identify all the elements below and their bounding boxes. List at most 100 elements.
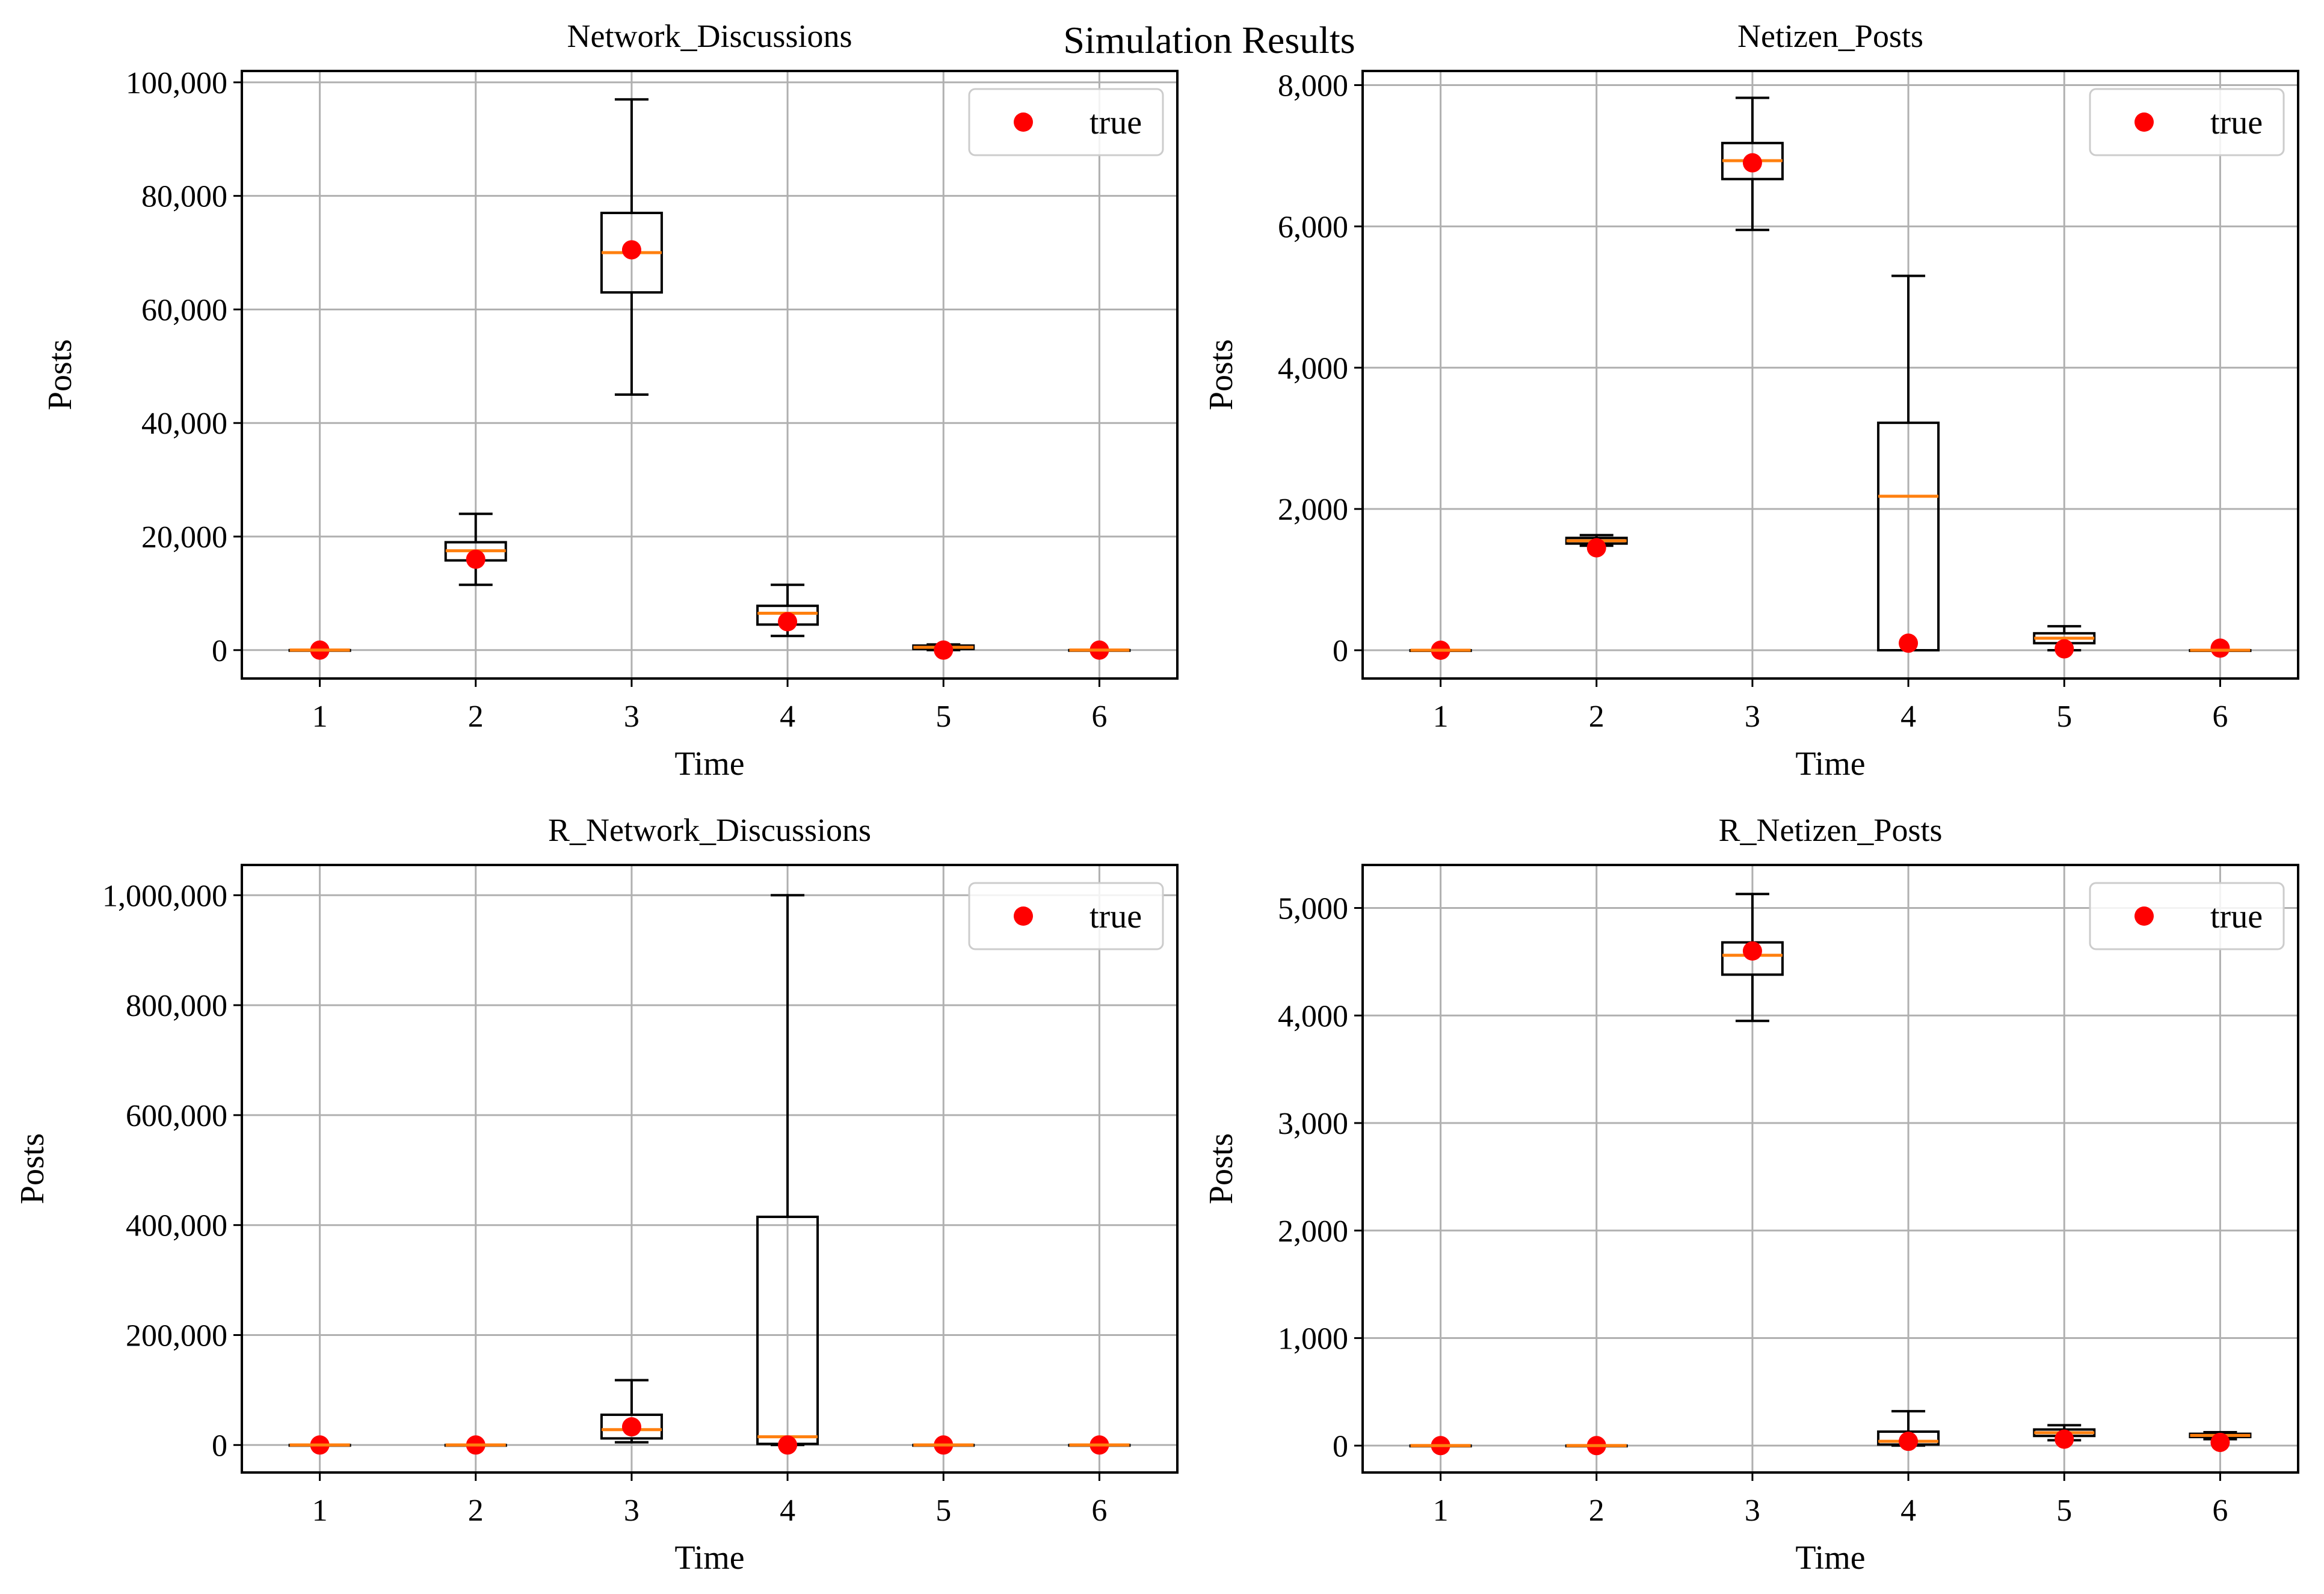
panel-title: Network_Discussions: [567, 18, 852, 54]
y-tick-label: 100,000: [126, 66, 227, 100]
x-tick-label: 4: [1900, 700, 1916, 734]
y-tick-label: 1,000: [1278, 1322, 1348, 1356]
y-axis-label: Posts: [1203, 1133, 1240, 1204]
legend-marker: [2134, 906, 2154, 926]
legend-box: [968, 882, 1164, 950]
x-tick-label: 2: [468, 1494, 484, 1528]
legend: true: [968, 88, 1164, 156]
panel-title: Netizen_Posts: [1737, 18, 1923, 54]
y-tick-label: 0: [212, 1429, 227, 1463]
panel-r-netizen-posts: 1 2 3 4 5 6 0 1,000 2,000 3,000 4,000 5,000 R_Netize…: [1203, 812, 2299, 1577]
box-3: [1721, 96, 1784, 232]
true-point: [2210, 638, 2230, 658]
x-axis-label: Time: [674, 745, 744, 783]
true-point: [1742, 941, 1762, 961]
y-tick-label: 20,000: [141, 520, 227, 555]
x-tick-label: 5: [935, 700, 951, 734]
legend-label: true: [2210, 898, 2263, 935]
x-tick-label: 1: [1433, 700, 1449, 734]
x-tick-label: 3: [624, 1494, 640, 1528]
x-tick-label: 3: [624, 700, 640, 734]
legend-box: [2089, 882, 2285, 950]
panel-r-network-discussions: 1 2 3 4 5 6 0 200,000 400,000 600,000 800,000 1,000…: [14, 812, 1179, 1577]
y-tick-label: 3,000: [1278, 1107, 1348, 1141]
y-tick-label: 600,000: [126, 1099, 227, 1133]
y-axis-label: Posts: [14, 1133, 51, 1204]
true-point: [778, 1435, 798, 1455]
x-tick-label: 6: [2212, 700, 2228, 734]
true-point: [2210, 1432, 2230, 1452]
x-axis-label: Time: [674, 1539, 744, 1577]
x-tick-label: 3: [1745, 1494, 1760, 1528]
legend: true: [2089, 88, 2285, 156]
legend-label: true: [1090, 898, 1142, 935]
panel-netizen-posts: 1 2 3 4 5 6 0 2,000 4,000 6,000 8,000 Netizen_Posts…: [1203, 18, 2299, 783]
legend-box: [2089, 88, 2285, 156]
axes-frame: [1361, 864, 2299, 1474]
true-point: [621, 1417, 641, 1437]
y-axis-label: Posts: [1203, 339, 1240, 410]
y-tick-label: 5,000: [1278, 892, 1348, 926]
axes-frame: [241, 864, 1179, 1474]
x-tick-label: 4: [1900, 1494, 1916, 1528]
x-tick-label: 6: [1091, 700, 1107, 734]
true-point: [621, 240, 641, 260]
y-tick-label: 80,000: [141, 180, 227, 214]
box-3: [600, 98, 663, 396]
y-tick-label: 2,000: [1278, 493, 1348, 527]
x-tick-label: 5: [2056, 700, 2072, 734]
y-axis-label: Posts: [42, 339, 79, 410]
x-axis-label: Time: [1795, 1539, 1865, 1577]
legend-marker: [1014, 112, 1033, 132]
true-point: [934, 640, 954, 660]
legend: true: [2089, 882, 2285, 950]
legend-label: true: [2210, 104, 2263, 141]
y-tick-label: 200,000: [126, 1319, 227, 1353]
legend-marker: [1014, 906, 1033, 926]
x-tick-label: 4: [780, 1494, 795, 1528]
true-point: [778, 612, 798, 632]
y-tick-label: 60,000: [141, 293, 227, 327]
legend-marker: [2134, 112, 2154, 132]
legend: true: [968, 882, 1164, 950]
true-point: [2054, 1429, 2074, 1449]
x-tick-label: 5: [935, 1494, 951, 1528]
y-tick-label: 40,000: [141, 407, 227, 441]
y-tick-label: 800,000: [126, 989, 227, 1023]
y-tick-label: 8,000: [1278, 69, 1348, 103]
subplots: 1 2 3 4 5 6 0 20,000 40,000 60,000 80,000 100,000 Ne…: [14, 18, 2299, 1577]
true-point: [1586, 538, 1606, 558]
true-point: [1742, 153, 1762, 173]
x-tick-label: 1: [1433, 1494, 1449, 1528]
true-point: [1899, 633, 1919, 653]
axes-frame: [241, 70, 1179, 680]
y-tick-label: 6,000: [1278, 210, 1348, 244]
x-tick-label: 1: [312, 700, 328, 734]
y-tick-label: 1,000,000: [102, 879, 227, 913]
y-tick-label: 2,000: [1278, 1214, 1348, 1249]
legend-box: [968, 88, 1164, 156]
x-axis-label: Time: [1795, 745, 1865, 783]
x-tick-label: 4: [780, 700, 795, 734]
y-tick-label: 0: [1333, 634, 1348, 668]
y-tick-label: 400,000: [126, 1209, 227, 1243]
true-point: [1899, 1432, 1919, 1451]
panel-network-discussions: 1 2 3 4 5 6 0 20,000 40,000 60,000 80,000 100,000 Ne…: [42, 18, 1179, 783]
y-tick-label: 0: [212, 634, 227, 668]
panel-title: R_Netizen_Posts: [1719, 812, 1943, 848]
panel-title: R_Network_Discussions: [548, 812, 871, 848]
x-tick-label: 6: [1091, 1494, 1107, 1528]
x-tick-label: 2: [1589, 700, 1604, 734]
x-tick-label: 3: [1745, 700, 1760, 734]
axes-frame: [1361, 70, 2299, 680]
x-tick-label: 2: [468, 700, 484, 734]
y-tick-label: 4,000: [1278, 351, 1348, 386]
x-tick-label: 1: [312, 1494, 328, 1528]
x-tick-label: 5: [2056, 1494, 2072, 1528]
x-tick-label: 6: [2212, 1494, 2228, 1528]
y-tick-label: 4,000: [1278, 999, 1348, 1033]
figure-suptitle: Simulation Results: [1063, 19, 1355, 61]
true-point: [2054, 639, 2074, 659]
x-tick-label: 2: [1589, 1494, 1604, 1528]
